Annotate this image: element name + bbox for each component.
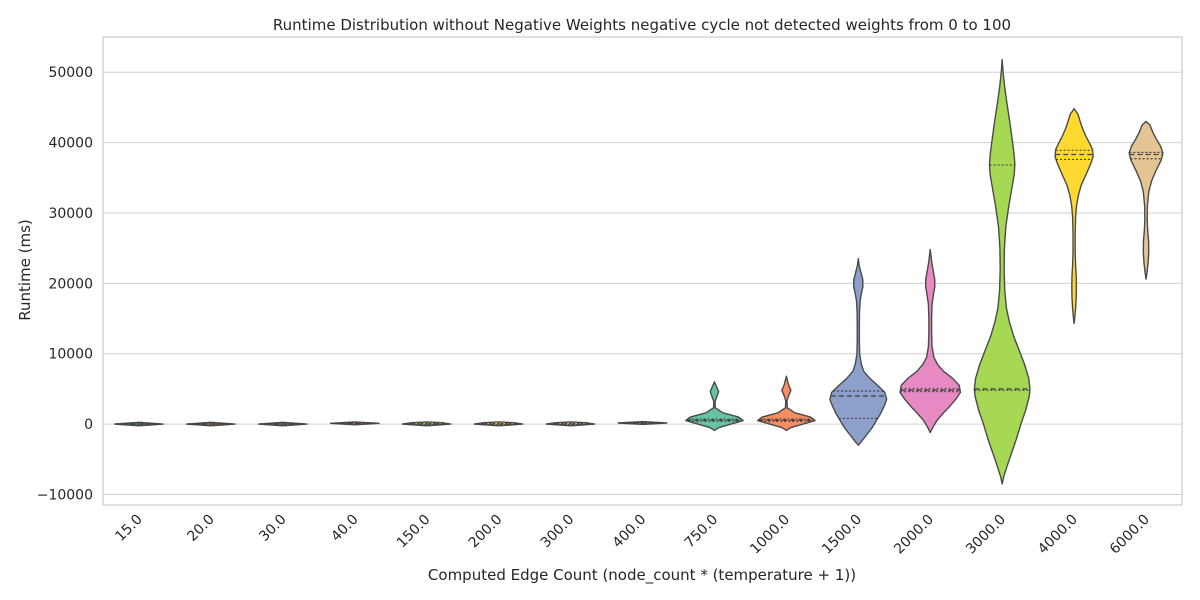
y-tick-label: 20000 [48,276,93,292]
violin-body [829,257,888,446]
plot-frame [102,36,1183,506]
violin-300.0 [545,421,596,427]
violin-4000.0 [1054,108,1094,325]
x-tick-label: 20.0 [184,512,217,545]
violin-1500.0 [829,257,888,446]
x-tick-label: 4000.0 [1035,512,1081,558]
x-tick-label: 200.0 [466,512,506,552]
y-axis-ticks: −10000 0 10000 20000 30000 40000 50000 [37,65,93,503]
violin-6000.0 [1128,120,1164,280]
violin-20.0 [186,421,236,427]
violin-3000.0 [973,58,1031,485]
y-tick-label: 40000 [48,136,93,152]
violin-body [973,58,1031,485]
y-tick-label: 10000 [48,347,93,363]
x-tick-label: 1500.0 [819,512,865,558]
x-tick-label: 3000.0 [963,512,1009,558]
x-tick-label: 6000.0 [1107,512,1153,558]
x-tick-label: 150.0 [394,512,434,552]
violin-series [114,58,1164,485]
violin-body [899,248,962,434]
x-tick-label: 300.0 [538,512,578,552]
x-tick-label: 400.0 [610,512,650,552]
x-tick-label: 2000.0 [891,512,937,558]
grid-lines [103,71,1182,495]
violin-2000.0 [899,248,962,434]
y-tick-label: 30000 [48,206,93,222]
y-axis-title: Runtime (ms) [16,219,34,321]
x-tick-label: 30.0 [256,512,289,545]
chart-title: Runtime Distribution without Negative We… [273,16,1011,34]
violin-body [1054,108,1094,325]
violin-400.0 [617,420,668,426]
violin-body [1128,120,1164,280]
violin-body [756,375,816,432]
violin-15.0 [114,421,164,427]
violin-30.0 [257,421,308,427]
x-axis-ticks: 15.0 20.0 30.0 40.0 150.0 200.0 300.0 400.0 750.… [112,512,1152,558]
x-tick-label: 750.0 [682,512,722,552]
violin-150.0 [401,421,452,427]
x-tick-label: 1000.0 [747,512,793,558]
y-tick-label: 0 [84,417,93,433]
x-tick-label: 40.0 [328,512,361,545]
y-tick-label: −10000 [37,487,93,503]
x-axis-title: Computed Edge Count (node_count * (tempe… [428,566,856,585]
violin-1000.0 [756,375,816,432]
violin-200.0 [473,421,524,427]
violin-750.0 [685,381,744,432]
x-tick-label: 15.0 [112,512,145,545]
y-tick-label: 50000 [48,65,93,81]
violin-40.0 [329,421,380,426]
violin-body [685,381,744,432]
